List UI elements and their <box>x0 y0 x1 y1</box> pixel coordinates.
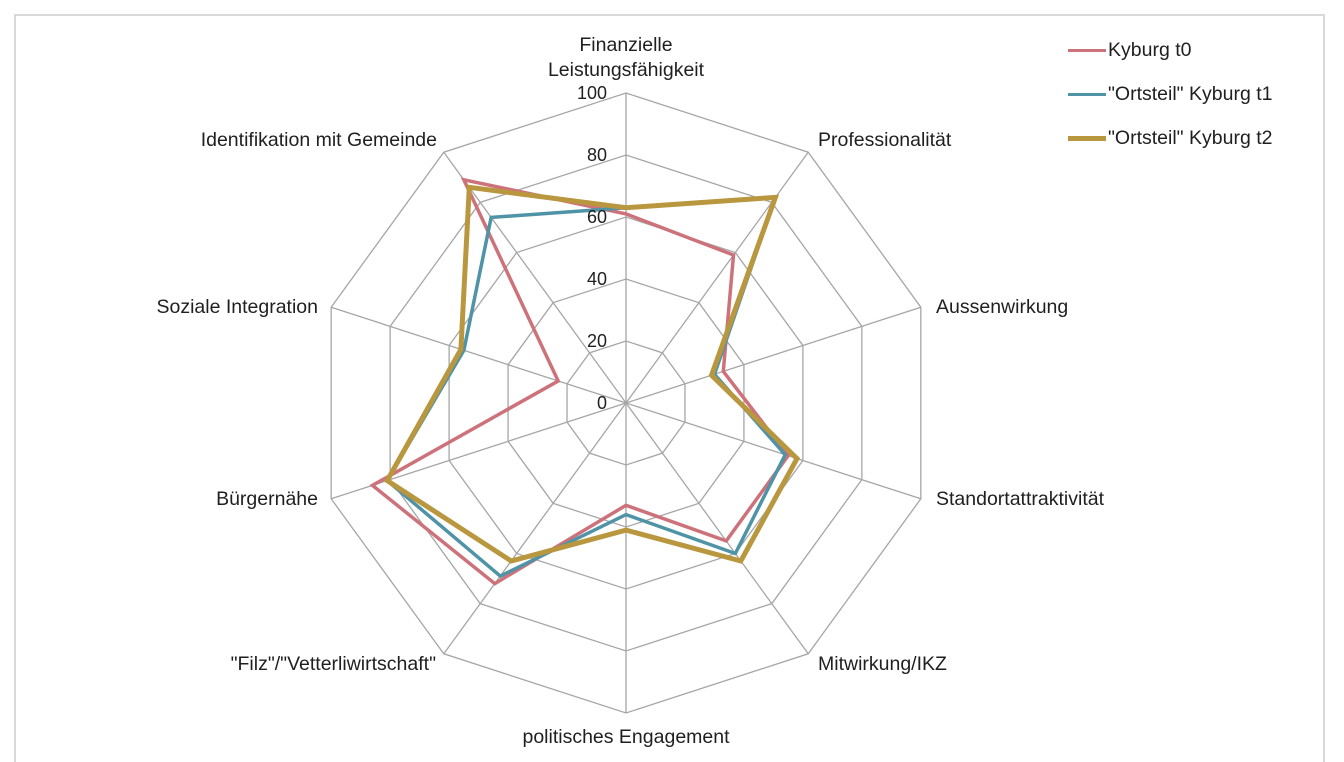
axis-label-3: Standortattraktivität <box>936 488 1105 510</box>
grid-spoke <box>625 402 809 655</box>
axis-label-7: Bürgernähe <box>216 488 318 510</box>
axis-label-1: Professionalität <box>818 129 952 151</box>
series-polygon-2 <box>383 184 801 564</box>
axis-label-0: Finanzielle Leistungsfähigkeit <box>548 34 705 81</box>
legend-label: "Ortsteil" Kyburg t2 <box>1108 127 1273 149</box>
tick-label: 0 <box>597 393 607 413</box>
axis-label-4: Mitwirkung/IKZ <box>818 653 947 675</box>
legend-item: Kyburg t0 <box>1068 38 1272 63</box>
grid-spoke <box>443 151 627 404</box>
tick-label: 20 <box>587 331 607 351</box>
legend-item: "Ortsteil" Kyburg t2 <box>1068 126 1272 151</box>
axis-label-2: Aussenwirkung <box>936 296 1068 318</box>
grid-spoke <box>625 306 922 404</box>
tick-label: 40 <box>587 269 607 289</box>
legend-line-swatch <box>1068 136 1106 141</box>
tick-label: 100 <box>577 83 607 103</box>
grid-spoke <box>443 402 627 655</box>
axis-label-6: "Filz"/"Vetterliwirtschaft" <box>231 653 436 675</box>
legend-label: Kyburg t0 <box>1108 39 1192 61</box>
legend-label: "Ortsteil" Kyburg t1 <box>1108 83 1273 105</box>
legend-line-swatch <box>1068 48 1106 53</box>
grid-spoke <box>625 151 809 404</box>
axis-label-8: Soziale Integration <box>156 296 318 318</box>
tick-label: 60 <box>587 207 607 227</box>
axis-label-9: Identifikation mit Gemeinde <box>201 129 437 151</box>
grid-spoke <box>330 306 627 404</box>
legend: Kyburg t0 "Ortsteil" Kyburg t1 "Ortsteil… <box>1068 38 1272 151</box>
grid-spoke <box>625 402 922 500</box>
legend-line-swatch <box>1068 92 1106 97</box>
tick-label: 80 <box>587 145 607 165</box>
legend-item: "Ortsteil" Kyburg t1 <box>1068 82 1272 107</box>
axis-label-5: politisches Engagement <box>522 726 730 748</box>
